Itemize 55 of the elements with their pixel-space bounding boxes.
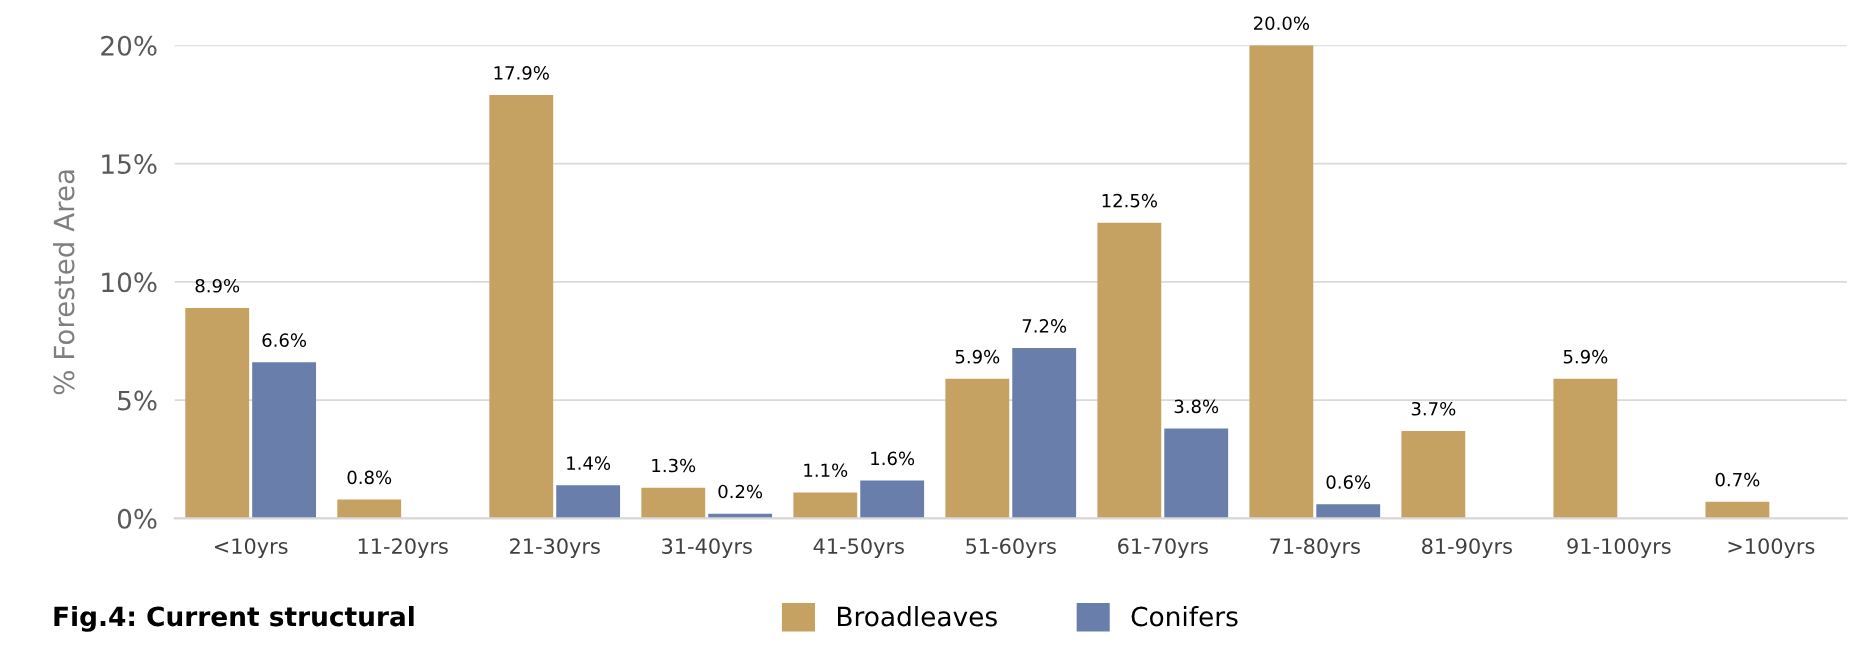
x-tick-label: 91-100yrs [1567,538,1671,559]
x-tick-label: 81-90yrs [1422,538,1512,559]
data-label: 3.8% [1174,399,1219,414]
data-label: 0.7% [1715,472,1760,487]
y-tick-label: 20% [101,35,157,56]
data-label: 0.6% [1326,475,1371,489]
data-label: 12.5% [1102,193,1158,208]
caption: Fig.4: Current structural [54,605,414,632]
y-tick-label: 15% [102,154,157,175]
data-label: 3.7% [1411,401,1456,416]
data-label: 1.6% [871,451,915,466]
data-label: 20.0% [1253,16,1310,31]
bar [1164,428,1229,519]
bar [1012,348,1077,519]
bar [556,485,621,519]
x-tick-label: >100yrs [1728,538,1815,559]
bar [185,307,250,519]
data-label: 5.9% [1563,349,1608,364]
bar [1316,504,1381,519]
bar [1097,222,1162,519]
bar [1249,45,1314,519]
data-label: 1.3% [652,458,696,473]
y-tick-label: 5% [118,390,157,411]
legend-label: Conifers [1131,606,1238,627]
bar [489,95,554,519]
bar [945,378,1010,519]
data-label: 8.9% [195,278,240,293]
y-axis-title: % Forested Area [53,170,75,395]
bar [641,487,706,519]
bar [1705,501,1770,519]
x-tick-label: 61-70yrs [1118,538,1208,559]
data-label: 5.9% [955,349,1000,364]
x-tick-label: 21-30yrs [510,538,600,559]
x-tick-label: 51-60yrs [966,538,1056,559]
x-tick-label: 11-20yrs [358,538,448,559]
bar [1401,430,1466,519]
x-tick-label: 31-40yrs [662,538,752,559]
x-tick-label: 41-50yrs [813,538,904,559]
data-label: 1.1% [804,463,848,478]
x-tick-label: <10yrs [215,538,288,559]
bar [860,480,925,519]
bar [252,362,317,519]
bar [1553,378,1618,519]
data-label: 1.4% [567,456,611,470]
x-tick-label: 71-80yrs [1270,538,1360,559]
y-tick-label: 0% [117,508,157,529]
bar [337,499,402,519]
data-label: 17.9% [494,66,549,80]
data-label: 0.8% [347,470,392,485]
data-label: 7.2% [1022,319,1067,333]
data-label: 0.2% [718,484,763,499]
data-label: 6.6% [262,333,307,347]
legend-label: Broadleaves [838,606,997,627]
bar [793,492,858,519]
y-tick-label: 10% [102,272,157,293]
